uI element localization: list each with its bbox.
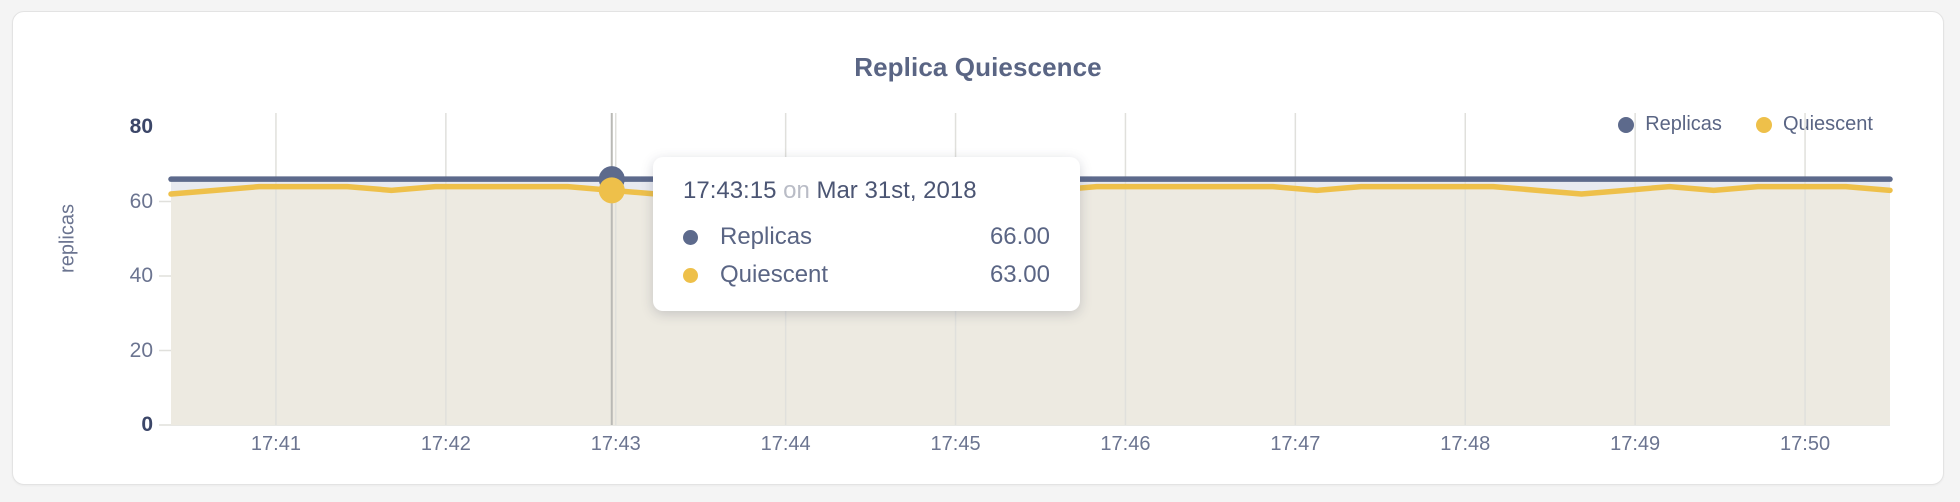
legend-label-replicas: Replicas	[1645, 113, 1722, 135]
x-tick-label: 17:47	[1270, 433, 1321, 455]
chart-card: Replica Quiescence Replicas Quiescent re…	[12, 11, 1944, 485]
y-tick-label: 0	[141, 413, 153, 436]
x-tick-label: 17:49	[1610, 433, 1661, 455]
tooltip-label-quiescent: Quiescent	[720, 261, 829, 288]
legend-dot-icon	[1755, 116, 1772, 133]
x-tick-label: 17:44	[760, 433, 811, 455]
legend-dot-icon	[1618, 116, 1635, 133]
tooltip-row-replicas: Replicas 66.00	[683, 223, 1050, 251]
page-title: Replica Quiescence	[854, 52, 1102, 82]
series-dot-icon	[683, 267, 698, 283]
tooltip-value-replicas: 66.00	[989, 223, 1050, 250]
x-tick-label: 17:50	[1780, 433, 1831, 455]
x-tick-label: 17:42	[420, 433, 471, 455]
x-tick-label: 17:43	[590, 433, 641, 455]
y-axis-ticks: 80 60 40 20 0	[93, 12, 153, 502]
x-tick-label: 17:46	[1100, 433, 1151, 455]
tooltip-on-word: on	[783, 177, 810, 204]
highlight-marker-quiescent[interactable]	[598, 177, 625, 204]
series-dot-icon	[683, 229, 698, 245]
tooltip-date: Mar 31st, 2018	[816, 177, 977, 204]
y-tick-label: 40	[129, 264, 153, 287]
chart-tooltip: 17:43:15 on Mar 31st, 2018 Replicas 66.0…	[653, 157, 1080, 311]
legend-item-replicas[interactable]: Replicas	[1618, 113, 1722, 136]
tooltip-header: 17:43:15 on Mar 31st, 2018	[683, 177, 1050, 205]
y-tick-label: 80	[129, 115, 153, 138]
x-tick-label: 17:45	[930, 433, 981, 455]
x-tick-label: 17:48	[1440, 433, 1491, 455]
tooltip-value-quiescent: 63.00	[989, 261, 1050, 288]
x-tick-label: 17:41	[250, 433, 301, 455]
y-tick-label: 60	[129, 189, 153, 213]
tooltip-time: 17:43:15	[683, 177, 777, 204]
y-tick-label: 20	[129, 338, 153, 362]
tooltip-label-replicas: Replicas	[720, 223, 813, 250]
tooltip-row-quiescent: Quiescent 63.00	[683, 261, 1050, 289]
